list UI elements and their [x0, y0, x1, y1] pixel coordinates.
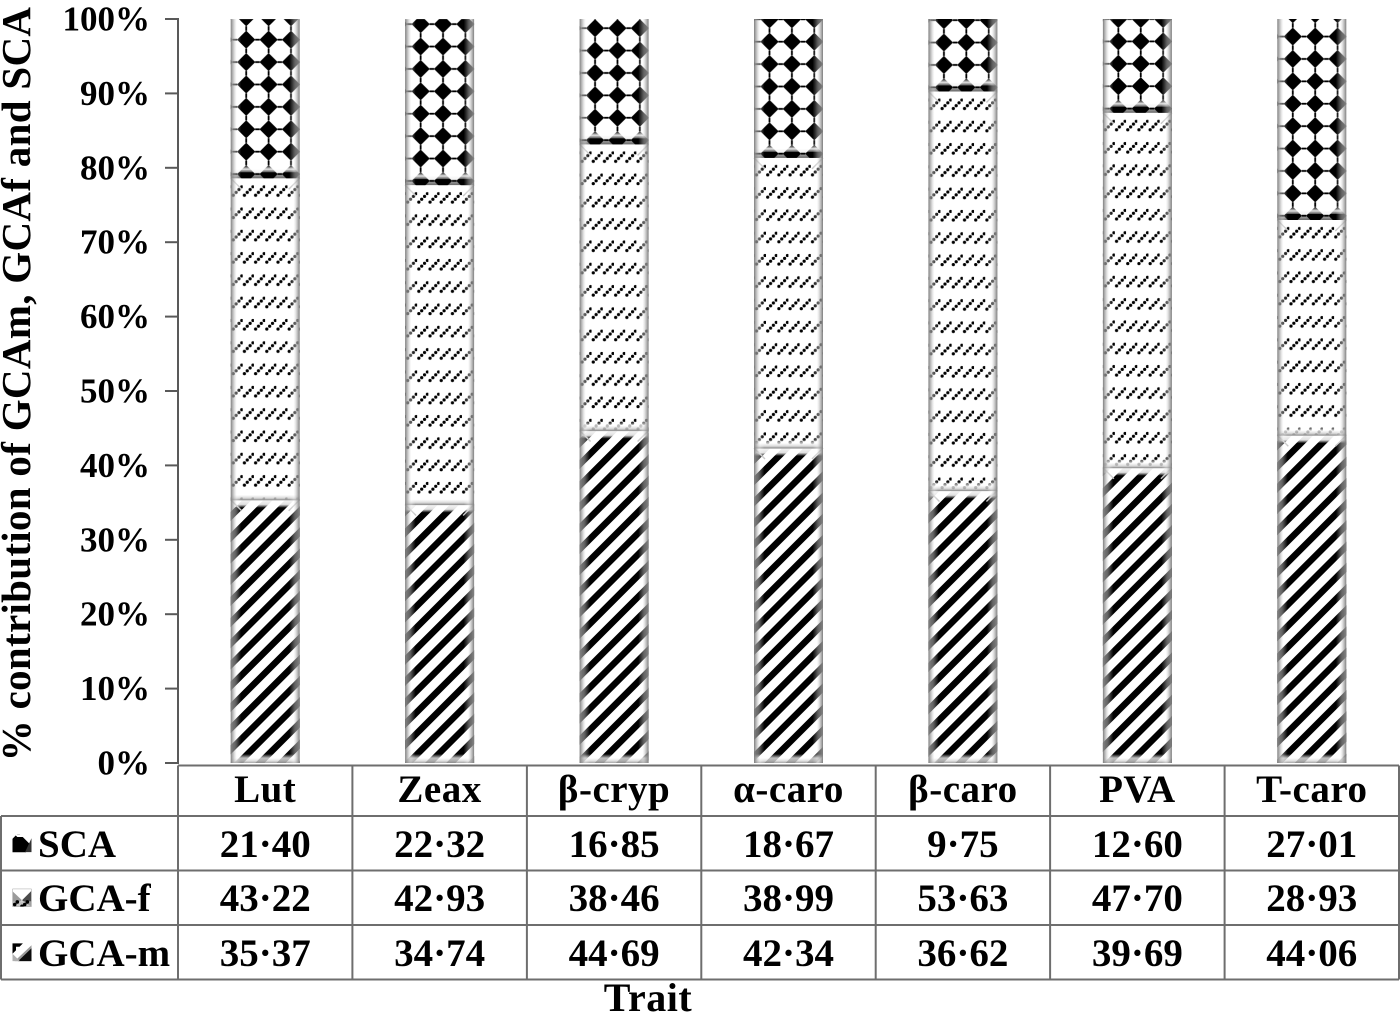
svg-text:40%: 40%: [80, 446, 150, 485]
svg-text:43·22: 43·22: [220, 877, 311, 920]
svg-text:27·01: 27·01: [1266, 823, 1357, 866]
svg-text:38·46: 38·46: [569, 877, 660, 920]
svg-text:39·69: 39·69: [1092, 932, 1183, 975]
svg-text:SCA: SCA: [38, 823, 116, 866]
svg-text:50%: 50%: [80, 372, 150, 411]
svg-text:70%: 70%: [80, 223, 150, 262]
svg-text:12·60: 12·60: [1092, 823, 1183, 866]
svg-text:Zeax: Zeax: [397, 768, 481, 811]
svg-text:42·34: 42·34: [743, 932, 834, 975]
svg-text:30%: 30%: [80, 520, 150, 559]
svg-text:47·70: 47·70: [1092, 877, 1183, 920]
svg-text:53·63: 53·63: [917, 877, 1008, 920]
svg-text:% contribution of GCAm, GCAf a: % contribution of GCAm, GCAf and SCA: [0, 7, 39, 762]
svg-text:21·40: 21·40: [220, 823, 311, 866]
svg-text:90%: 90%: [80, 74, 150, 113]
svg-text:36·62: 36·62: [917, 932, 1008, 975]
svg-text:44·69: 44·69: [569, 932, 660, 975]
svg-text:α-caro: α-caro: [733, 768, 844, 811]
svg-text:10%: 10%: [80, 669, 150, 708]
svg-text:9·75: 9·75: [927, 823, 999, 866]
svg-text:44·06: 44·06: [1266, 932, 1357, 975]
svg-text:β-cryp: β-cryp: [558, 768, 670, 811]
svg-text:GCA-m: GCA-m: [38, 932, 170, 975]
svg-text:20%: 20%: [80, 595, 150, 634]
svg-text:60%: 60%: [80, 297, 150, 336]
svg-text:GCA-f: GCA-f: [38, 877, 152, 920]
svg-text:β-caro: β-caro: [908, 768, 1017, 811]
svg-text:0%: 0%: [98, 744, 151, 783]
svg-text:100%: 100%: [63, 0, 151, 39]
svg-text:22·32: 22·32: [394, 823, 485, 866]
svg-text:18·67: 18·67: [743, 823, 834, 866]
svg-text:38·99: 38·99: [743, 877, 834, 920]
svg-text:T-caro: T-caro: [1256, 768, 1367, 811]
svg-text:80%: 80%: [80, 148, 150, 187]
svg-text:Lut: Lut: [234, 768, 296, 811]
svg-text:16·85: 16·85: [569, 823, 660, 866]
svg-text:Trait: Trait: [604, 975, 693, 1016]
svg-text:28·93: 28·93: [1266, 877, 1357, 920]
svg-text:42·93: 42·93: [394, 877, 485, 920]
svg-text:34·74: 34·74: [394, 932, 485, 975]
svg-text:35·37: 35·37: [220, 932, 311, 975]
svg-text:PVA: PVA: [1099, 768, 1176, 811]
